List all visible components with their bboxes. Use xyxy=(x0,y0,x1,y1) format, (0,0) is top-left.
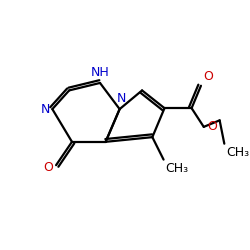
Text: O: O xyxy=(44,160,53,173)
Text: CH₃: CH₃ xyxy=(226,146,249,160)
Text: N: N xyxy=(117,92,126,105)
Text: CH₃: CH₃ xyxy=(166,162,188,175)
Text: O: O xyxy=(203,70,213,83)
Text: NH: NH xyxy=(91,66,110,79)
Text: N: N xyxy=(41,102,50,116)
Text: O: O xyxy=(208,120,217,133)
